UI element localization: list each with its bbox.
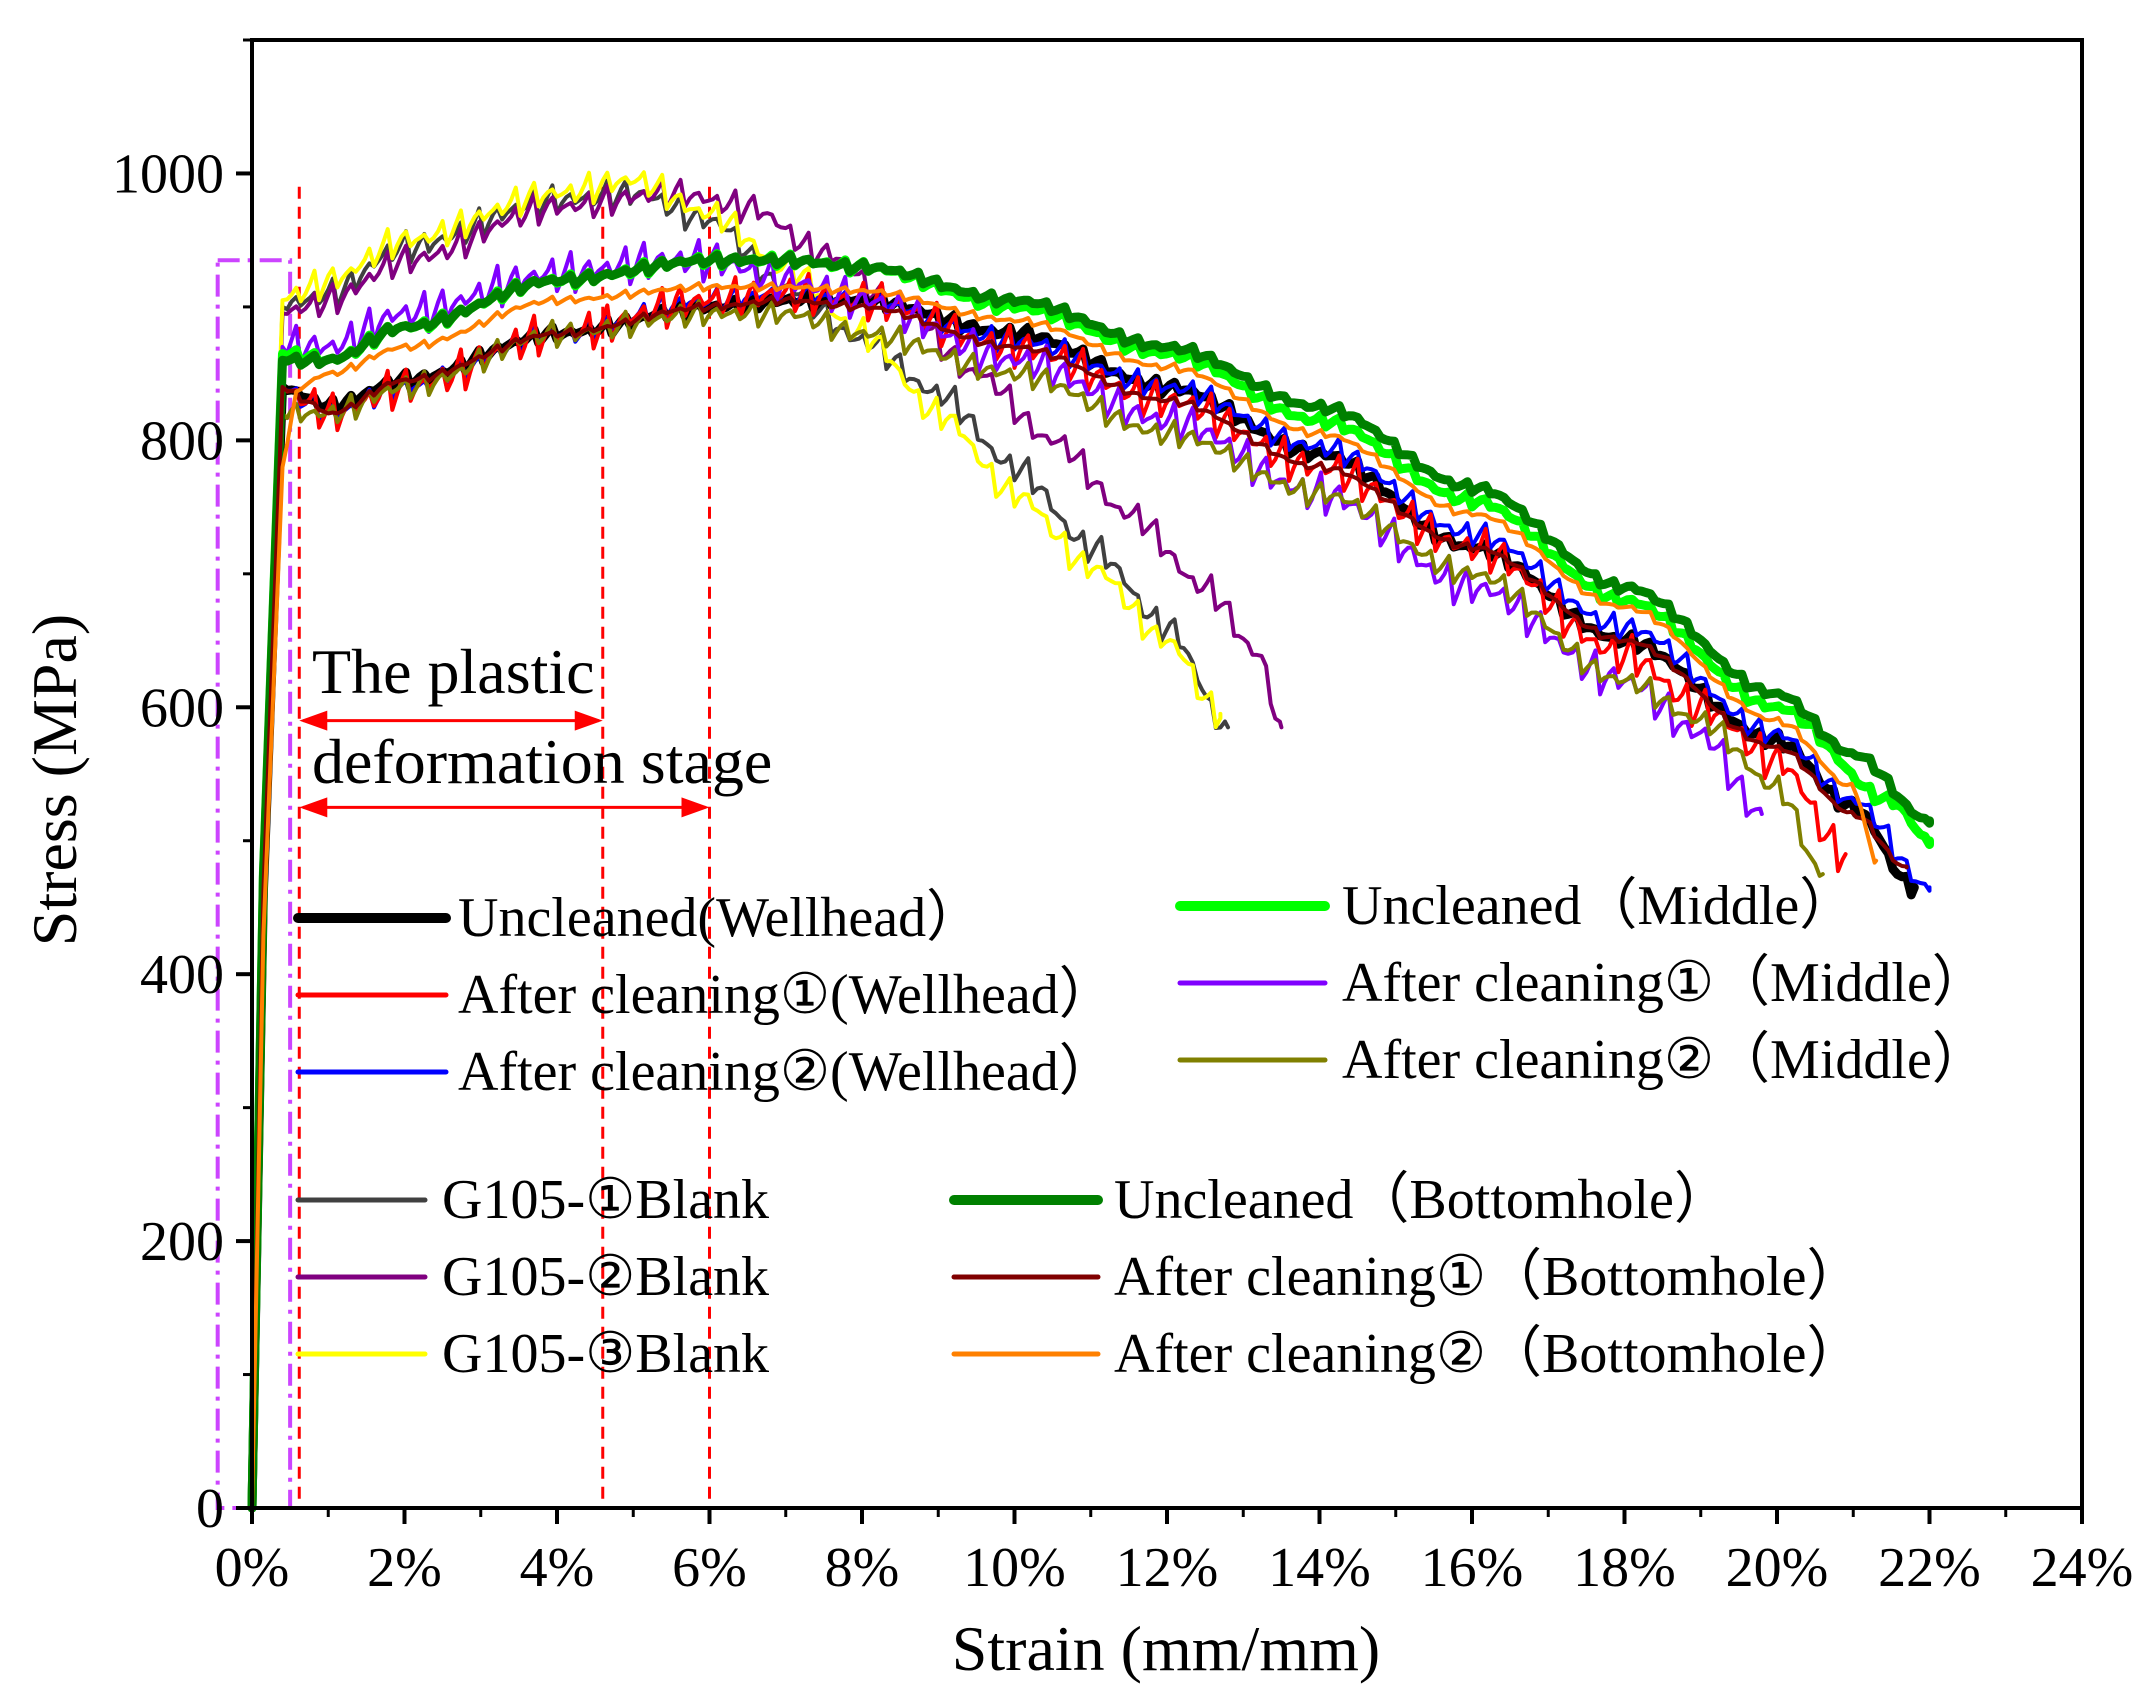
y-tick-label: 0 (196, 1478, 224, 1540)
x-tick-label: 8% (825, 1537, 900, 1599)
x-tick-label: 12% (1116, 1537, 1219, 1599)
x-tick-label: 4% (520, 1537, 595, 1599)
legend-label: After cleaning②（Middle） (1342, 1029, 1988, 1091)
series-line (250, 170, 1223, 1510)
x-tick-label: 6% (672, 1537, 747, 1599)
x-tick-label: 10% (963, 1537, 1066, 1599)
x-tick-label: 22% (1878, 1537, 1981, 1599)
x-tick-label: 0% (215, 1537, 290, 1599)
series-layer (247, 170, 1934, 1513)
series-line (250, 281, 1879, 1510)
y-tick-label: 600 (140, 677, 224, 739)
legend-label: G105-③Blank (442, 1323, 769, 1385)
legend-label: After cleaning②(Wellhead） (458, 1041, 1115, 1103)
x-tick-label: 2% (367, 1537, 442, 1599)
legend-label: Uncleaned(Wellhead） (458, 887, 982, 949)
series-line (250, 294, 1909, 1510)
x-tick-label: 14% (1268, 1537, 1371, 1599)
axes-layer: 0% 2% 4% 6% 8% 10% 12% 14% 16% 18% 20% 22% 24% 0 200 40… (112, 38, 2134, 1599)
y-tick-label: 200 (140, 1211, 224, 1273)
legend-label: G105-②Blank (442, 1246, 769, 1308)
legend-label: After cleaning①（Bottomhole） (1114, 1246, 1862, 1308)
y-axis-title: Stress (MPa) (19, 614, 90, 946)
legend: Uncleaned(Wellhead） After cleaning①(Wellh… (293, 875, 1988, 1385)
series-line (250, 299, 1825, 1510)
series-line (250, 177, 1284, 1510)
legend-label: After cleaning②（Bottomhole） (1114, 1323, 1862, 1385)
y-tick-label: 1000 (112, 143, 224, 205)
legend-label: G105-①Blank (442, 1169, 769, 1231)
legend-label: After cleaning①（Middle） (1342, 952, 1988, 1014)
series-line (247, 250, 1934, 1513)
x-axis-title: Strain (mm/mm) (952, 1613, 1380, 1684)
y-tick-label: 800 (140, 410, 224, 472)
x-tick-label: 24% (2031, 1537, 2134, 1599)
arrow-head-left (299, 797, 328, 818)
annotation-line-2: deformation stage (312, 726, 772, 797)
series-line (250, 178, 1230, 1510)
annotation-line-1: The plastic (312, 636, 595, 707)
arrow-head-left (299, 710, 328, 731)
arrow-head-right (681, 797, 710, 818)
y-tick-label: 400 (140, 944, 224, 1006)
legend-label: Uncleaned（Bottomhole） (1114, 1169, 1730, 1231)
x-tick-label: 16% (1421, 1537, 1524, 1599)
legend-label: After cleaning①(Wellhead） (458, 964, 1115, 1026)
series-line (250, 271, 1848, 1510)
arrow-head-right (574, 710, 603, 731)
legend-label: Uncleaned（Middle） (1342, 875, 1855, 937)
x-tick-label: 18% (1573, 1537, 1676, 1599)
x-tick-label: 20% (1726, 1537, 1829, 1599)
